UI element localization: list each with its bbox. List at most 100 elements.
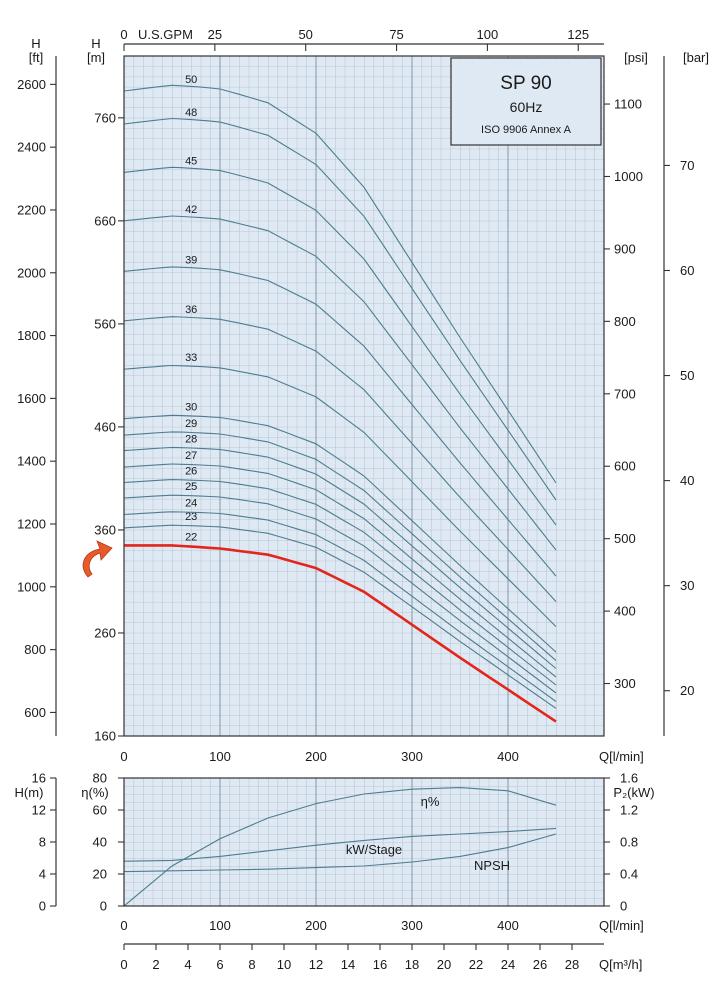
- efficiency-curves: [123, 787, 557, 907]
- psi-tick-label: 600: [614, 459, 636, 474]
- head-chart: 22 23 24 25 26 27 28 29 30 33 36 39 42 45 48 50 SP 90 6…: [17, 27, 709, 764]
- m3h-tick-label: 22: [469, 957, 483, 972]
- curve-efficiency: [123, 787, 557, 907]
- stage-curve-45: [123, 166, 557, 526]
- m3h-tick-label: 2: [152, 957, 159, 972]
- gpm-tick-label: 100: [477, 27, 499, 42]
- stage-label-30: 30: [185, 402, 197, 414]
- eff-tick-label: 40: [93, 835, 107, 850]
- m-tick-label: 460: [94, 419, 116, 434]
- ft-axis-unit: [ft]: [29, 50, 43, 65]
- ft-tick-label: 1400: [17, 454, 46, 469]
- psi-tick-label: 1000: [614, 169, 643, 184]
- bar-axis-title: [bar]: [683, 50, 709, 65]
- ft-axis-title: H: [31, 36, 40, 51]
- m3h-tick-label: 14: [341, 957, 355, 972]
- power-tick-label: 0.4: [620, 867, 638, 882]
- stage-curve-23: [123, 524, 557, 709]
- gpm-tick-label: 50: [298, 27, 312, 42]
- power-curve-label: kW/Stage: [346, 842, 402, 857]
- stage-curve-24: [123, 511, 557, 702]
- flow-tick-label: 400: [497, 749, 519, 764]
- stage-label-50: 50: [185, 74, 197, 86]
- power-tick-label: 1.2: [620, 803, 638, 818]
- chart-frequency: 60Hz: [510, 99, 543, 115]
- m3h-tick-label: 26: [533, 957, 547, 972]
- curve-power: [123, 827, 557, 862]
- bar-tick-label: 70: [680, 158, 694, 173]
- power-axis-title: P₂(kW): [613, 785, 654, 800]
- gpm-tick-label: 125: [567, 27, 589, 42]
- power-tick-label: 1.6: [620, 771, 638, 786]
- efficiency-plot-grid: [124, 778, 604, 906]
- ft-tick-label: 1600: [17, 391, 46, 406]
- psi-axis-title: [psi]: [624, 50, 648, 65]
- gpm-axis-title: U.S.GPM: [138, 27, 193, 42]
- head-axes: 0 100 200 300 400 0 25 50 75 100 125 160 260 360 460 56…: [17, 27, 694, 764]
- eff-tick-label: 60: [93, 803, 107, 818]
- ft-tick-label: 2400: [17, 140, 46, 155]
- m3h-tick-label: 0: [120, 957, 127, 972]
- stage-curves: 22 23 24 25 26 27 28 29 30 33 36 39 42 45 48 50: [123, 74, 557, 723]
- npsh-axis-title: H(m): [15, 785, 44, 800]
- stage-label-33: 33: [185, 352, 197, 364]
- flow-tick-label: 0: [120, 749, 127, 764]
- stage-curve-36: [123, 316, 557, 602]
- stage-curve-25: [123, 494, 557, 694]
- stage-curve-50: [123, 84, 557, 484]
- m3h-tick-label: 12: [309, 957, 323, 972]
- ft-tick-label: 2600: [17, 77, 46, 92]
- npsh-tick-label: 0: [39, 899, 46, 914]
- stage-curve-28: [123, 446, 557, 669]
- flow-tick-label: 0: [120, 918, 127, 933]
- m3h-tick-label: 20: [437, 957, 451, 972]
- ft-tick-label: 2200: [17, 202, 46, 217]
- head-plot-frame: [123, 55, 605, 737]
- bar-tick-label: 20: [680, 683, 694, 698]
- m-tick-label: 560: [94, 316, 116, 331]
- psi-tick-label: 1100: [614, 97, 642, 112]
- stage-curve-42: [123, 215, 557, 551]
- psi-tick-label: 700: [614, 386, 636, 401]
- m3h-tick-label: 8: [248, 957, 255, 972]
- m3h-tick-label: 6: [216, 957, 223, 972]
- eff-tick-label: 0: [100, 899, 107, 914]
- m3h-tick-label: 16: [373, 957, 387, 972]
- stage-label-42: 42: [185, 204, 197, 216]
- ft-tick-label: 800: [24, 642, 46, 657]
- flow-axis-title: Q[l/min]: [599, 749, 644, 764]
- head-major-gridlines: [219, 56, 509, 736]
- npsh-tick-label: 4: [39, 867, 46, 882]
- m3h-tick-label: 28: [565, 957, 579, 972]
- stage-label-29: 29: [185, 418, 197, 430]
- stage-curve-26: [123, 479, 557, 686]
- flow-tick-label: 100: [209, 749, 231, 764]
- psi-tick-label: 400: [614, 604, 636, 619]
- stage-curve-39: [123, 266, 557, 577]
- stage-label-45: 45: [185, 155, 197, 167]
- stage-curve-22: [124, 544, 557, 723]
- bar-tick-label: 40: [680, 473, 694, 488]
- stage-label-24: 24: [185, 497, 197, 509]
- eff-tick-label: 20: [93, 867, 107, 882]
- eff-axis-title: η(%): [81, 785, 108, 800]
- eff-curve-label: η%: [421, 794, 440, 809]
- psi-tick-label: 900: [614, 241, 636, 256]
- m-tick-label: 760: [94, 110, 116, 125]
- highlight-arrow-icon: [82, 540, 113, 578]
- m-axis-title: H: [91, 36, 100, 51]
- ft-tick-label: 1000: [17, 579, 46, 594]
- flow-tick-label: 300: [401, 918, 423, 933]
- stage-label-39: 39: [185, 254, 197, 266]
- curve-npsh: [123, 833, 557, 873]
- power-tick-label: 0: [620, 899, 627, 914]
- gpm-tick-label: 75: [389, 27, 403, 42]
- stage-label-28: 28: [185, 434, 197, 446]
- stage-curve-30: [123, 414, 557, 653]
- psi-tick-label: 800: [614, 314, 636, 329]
- ft-tick-label: 1800: [17, 328, 46, 343]
- m3h-tick-label: 10: [277, 957, 291, 972]
